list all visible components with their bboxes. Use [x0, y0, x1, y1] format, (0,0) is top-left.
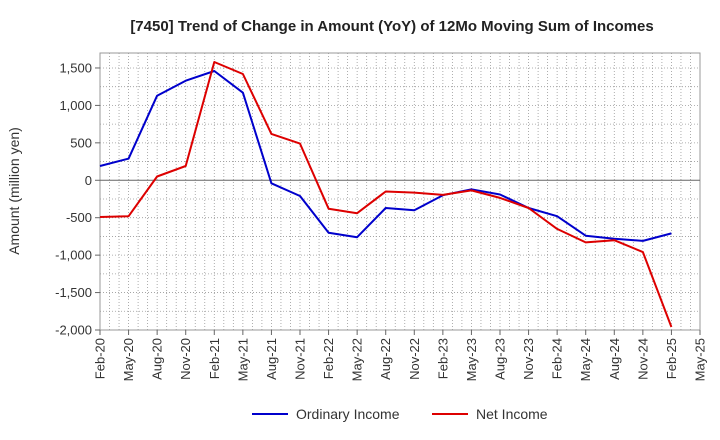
x-tick-label: Aug-24	[607, 338, 622, 380]
x-tick-label: Aug-21	[264, 338, 279, 380]
x-tick-label: May-21	[235, 338, 250, 381]
x-tick-label: Aug-22	[378, 338, 393, 380]
x-tick-label: Aug-23	[493, 338, 508, 380]
x-tick-label: May-25	[693, 338, 708, 381]
y-axis-label: Amount (million yen)	[6, 127, 22, 255]
x-tick-label: May-22	[350, 338, 365, 381]
x-tick-label: Nov-22	[407, 338, 422, 380]
legend-label: Net Income	[476, 406, 548, 422]
x-axis-ticks: Feb-20 May-20 Aug-20 Nov-20 Feb-21 May-21 Aug-…	[93, 330, 708, 381]
x-tick-label: Feb-20	[93, 338, 108, 379]
y-tick-label: 1,500	[59, 60, 92, 75]
x-tick-label: Feb-23	[435, 338, 450, 379]
x-tick-label: Feb-25	[664, 338, 679, 379]
series-lines	[99, 61, 673, 328]
x-tick-label: May-24	[578, 338, 593, 381]
x-tick-label: Feb-24	[550, 338, 565, 379]
x-tick-label: Nov-20	[178, 338, 193, 380]
x-tick-label: Nov-21	[293, 338, 308, 380]
x-tick-label: Nov-23	[521, 338, 536, 380]
x-tick-label: May-23	[464, 338, 479, 381]
y-tick-label: 0	[85, 173, 92, 188]
chart-title: [7450] Trend of Change in Amount (YoY) o…	[130, 18, 653, 35]
x-tick-label: Feb-22	[321, 338, 336, 379]
legend: Ordinary Income Net Income	[252, 406, 548, 422]
x-tick-label: Feb-21	[207, 338, 222, 379]
x-tick-label: May-20	[121, 338, 136, 381]
y-tick-label: -500	[66, 210, 92, 225]
y-tick-label: -1,000	[55, 248, 92, 263]
series-line-net-income	[99, 61, 673, 328]
y-tick-label: -1,500	[55, 285, 92, 300]
y-tick-label: -2,000	[55, 323, 92, 338]
y-axis-ticks: 1,500 1,000 500 0 -500 -1,000 -1,500 -2,000	[55, 60, 100, 338]
y-tick-label: 1,000	[59, 98, 92, 113]
series-line-ordinary-income	[99, 70, 672, 242]
y-tick-label: 500	[70, 135, 92, 150]
x-tick-label: Nov-24	[635, 338, 650, 380]
legend-label: Ordinary Income	[296, 406, 400, 422]
x-tick-label: Aug-20	[150, 338, 165, 380]
